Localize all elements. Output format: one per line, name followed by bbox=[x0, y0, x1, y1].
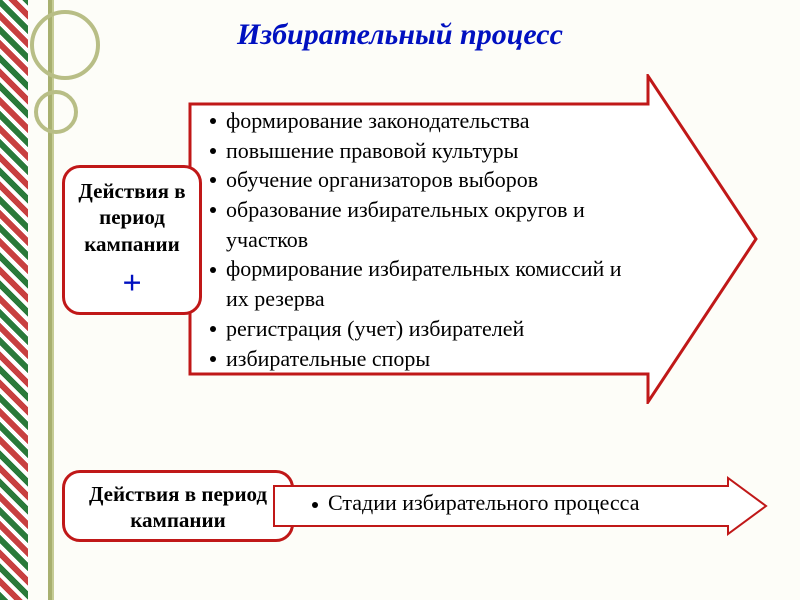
small-arrow-content: Стадии избирательного процесса bbox=[302, 490, 639, 516]
list-item: формирование избирательных комиссий и их… bbox=[200, 254, 630, 313]
decorative-circle-2 bbox=[34, 90, 78, 134]
box1-line: Действия в bbox=[71, 178, 193, 204]
list-item: регистрация (учет) избирателей bbox=[200, 314, 630, 344]
list-item: избирательные споры bbox=[200, 344, 630, 374]
actions-plus-box: Действия в период кампании + bbox=[62, 165, 202, 315]
plus-icon: + bbox=[71, 263, 193, 306]
box2-line: кампании bbox=[71, 507, 285, 533]
small-arrow-shape: Стадии избирательного процесса bbox=[272, 476, 768, 536]
box1-line: кампании bbox=[71, 231, 193, 257]
page-title: Избирательный процесс bbox=[0, 18, 800, 52]
small-arrow-text: Стадии избирательного процесса bbox=[302, 490, 639, 516]
list-item: обучение организаторов выборов bbox=[200, 165, 630, 195]
actions-box: Действия в период кампании bbox=[62, 470, 294, 542]
list-item: образование избирательных округов и учас… bbox=[200, 195, 630, 254]
big-arrow-content: формирование законодательства повышение … bbox=[200, 106, 630, 373]
box1-line: период bbox=[71, 204, 193, 230]
decorative-left-strip bbox=[0, 0, 28, 600]
box2-line: Действия в период bbox=[71, 481, 285, 507]
list-item: формирование законодательства bbox=[200, 106, 630, 136]
list-item: повышение правовой культуры bbox=[200, 136, 630, 166]
big-arrow-shape: формирование законодательства повышение … bbox=[188, 74, 758, 404]
